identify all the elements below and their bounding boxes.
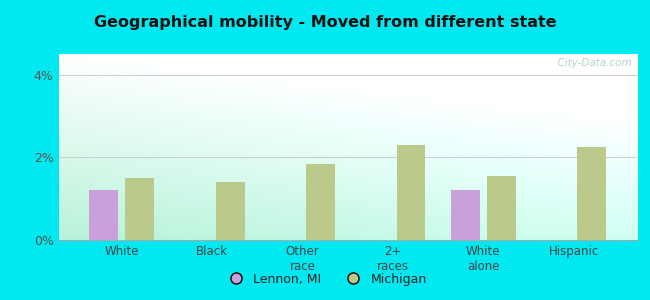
Text: Geographical mobility - Moved from different state: Geographical mobility - Moved from diffe…	[94, 15, 556, 30]
Legend: Lennon, MI, Michigan: Lennon, MI, Michigan	[218, 268, 432, 291]
Bar	[396, 145, 426, 240]
Bar	[89, 190, 118, 240]
Bar	[487, 176, 516, 240]
Bar	[125, 178, 154, 240]
Bar	[306, 164, 335, 240]
Bar	[216, 182, 244, 240]
Text: City-Data.com: City-Data.com	[551, 58, 631, 68]
Bar	[451, 190, 480, 240]
Bar	[577, 147, 606, 240]
